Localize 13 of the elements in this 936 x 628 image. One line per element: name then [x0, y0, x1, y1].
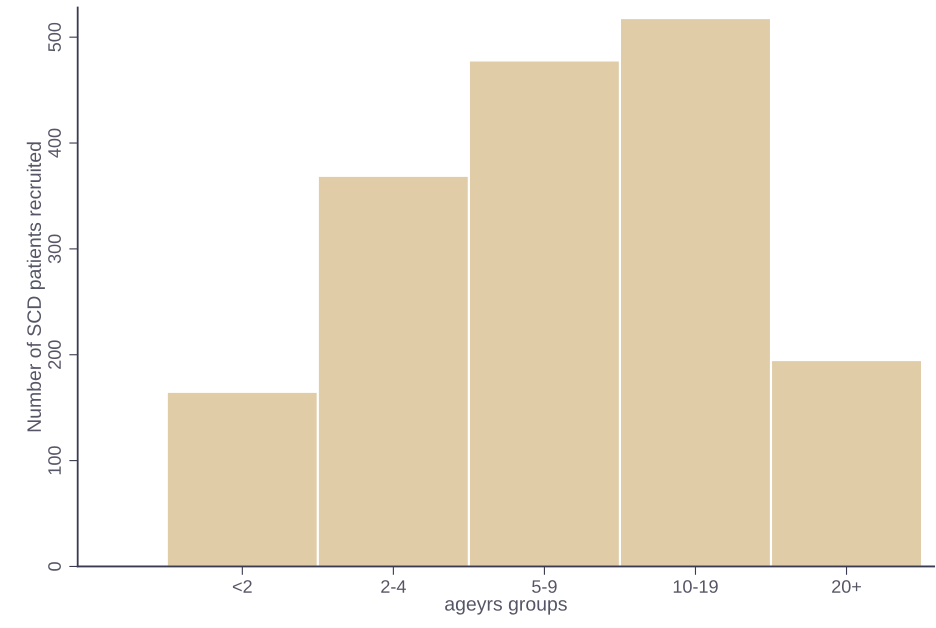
y-tick-label: 200: [48, 340, 61, 369]
x-axis-title: ageyrs groups: [445, 600, 567, 615]
y-tick-label: 0: [48, 562, 61, 571]
x-tick-label: 2-4: [381, 580, 406, 593]
y-tick-label: 300: [48, 234, 61, 264]
y-tick-label: 100: [48, 446, 61, 474]
x-tick-label: <2: [232, 580, 252, 593]
x-tick-label: 5-9: [532, 580, 557, 593]
x-tick-label: 20+: [832, 580, 861, 593]
y-axis-title: Number of SCD patients recruited: [26, 142, 45, 432]
y-tick-label: 500: [48, 22, 61, 52]
x-tick-label: 10-19: [674, 580, 718, 593]
y-tick-label: 400: [48, 128, 61, 158]
